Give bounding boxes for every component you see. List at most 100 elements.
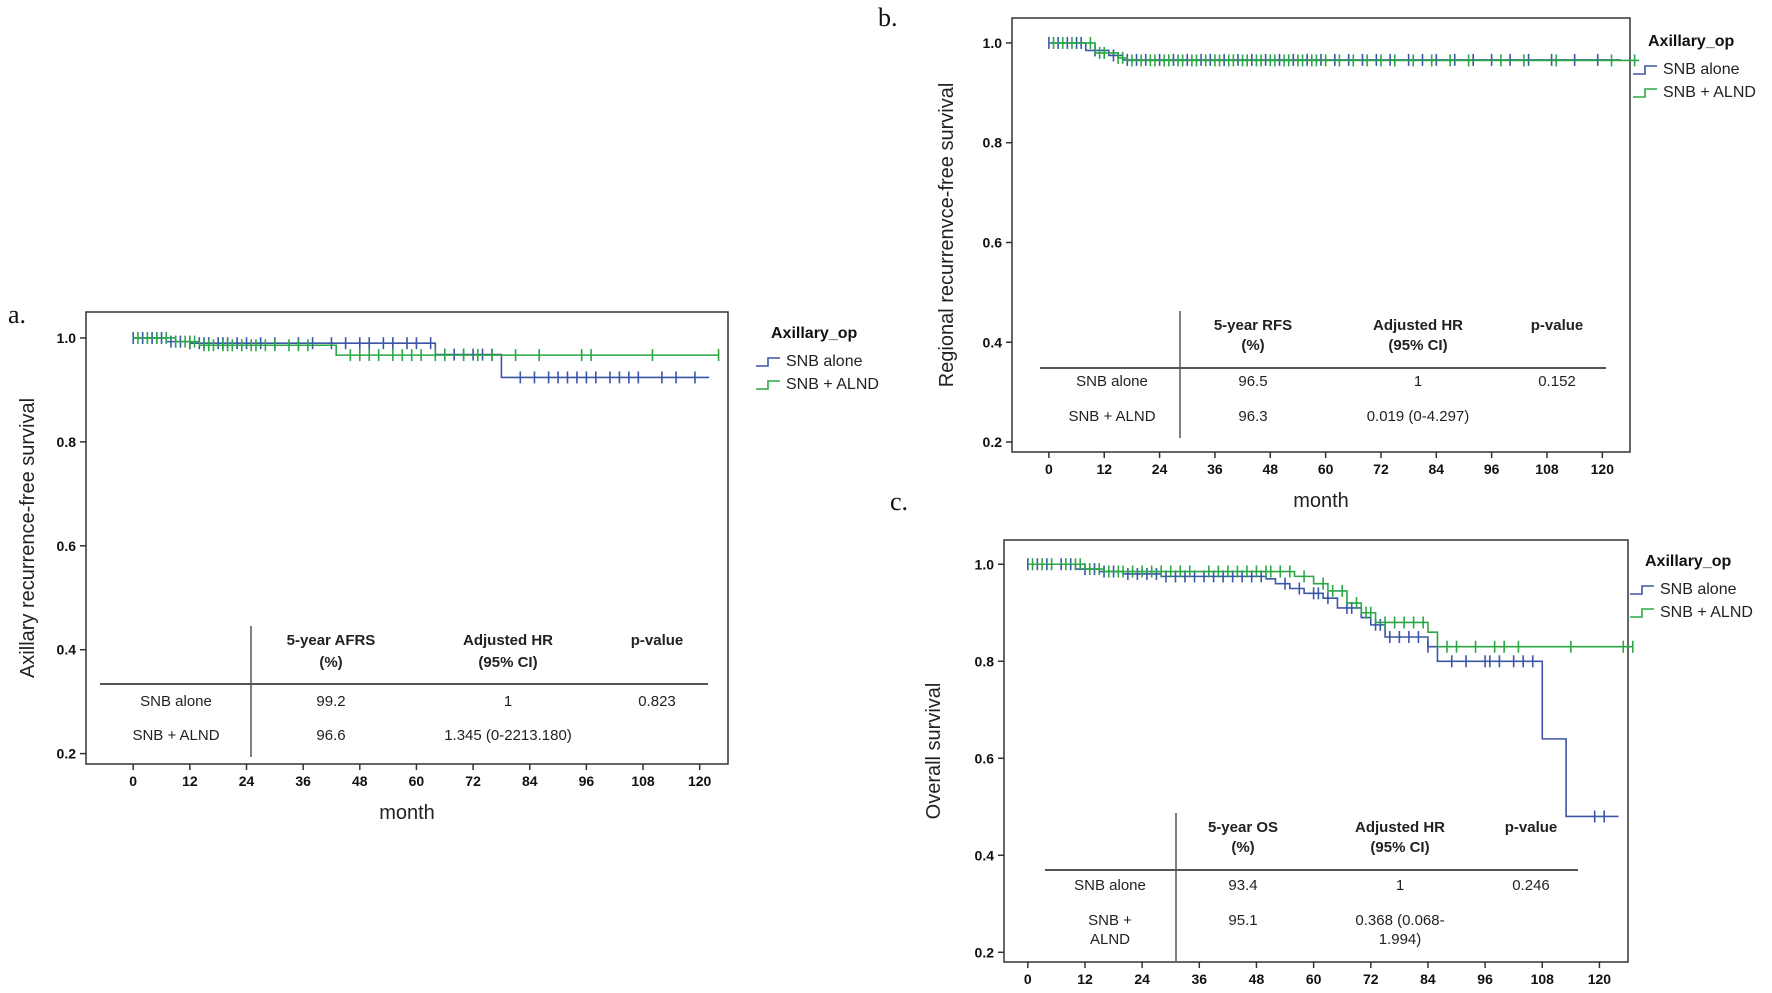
table-row-label: SNB alone: [140, 693, 212, 710]
x-tick-label: 84: [1429, 461, 1445, 477]
x-tick-label: 24: [239, 773, 255, 789]
legend-entry: SNB alone: [786, 353, 863, 370]
x-tick-label: 120: [688, 773, 712, 789]
legend-entry: SNB + ALND: [1660, 604, 1753, 621]
table-header: 5-year OS: [1208, 819, 1278, 836]
x-tick-label: 60: [409, 773, 425, 789]
panel-label: a.: [8, 300, 26, 329]
table-header: 5-year AFRS: [287, 632, 376, 649]
legend-swatch: [1630, 585, 1654, 595]
legend-entry: SNB + ALND: [786, 376, 879, 393]
panel-label: c.: [890, 487, 908, 516]
results-table: 5-year RFS (%) Adjusted HR (95% CI) p-value S…: [1040, 311, 1606, 438]
table-cell: 96.6: [316, 727, 345, 744]
y-tick-label: 0.4: [983, 334, 1003, 350]
y-tick-label: 1.0: [975, 556, 995, 572]
results-table: 5-year AFRS (%) Adjusted HR (95% CI) p-value…: [100, 626, 708, 757]
table-header: (95% CI): [478, 654, 537, 671]
x-tick-label: 120: [1591, 461, 1615, 477]
y-tick-label: 1.0: [983, 35, 1003, 51]
x-tick-label: 96: [1477, 971, 1493, 987]
y-axis-title: Overall survival: [923, 683, 945, 820]
table-header: (95% CI): [1370, 839, 1429, 856]
table-row-label: SNB alone: [1074, 877, 1146, 894]
x-tick-label: 96: [579, 773, 595, 789]
y-tick-label: 0.6: [983, 234, 1003, 250]
x-tick-label: 84: [522, 773, 538, 789]
table-cell: 96.3: [1238, 408, 1267, 425]
x-tick-label: 36: [295, 773, 311, 789]
legend-swatch: [756, 357, 780, 367]
table-header: p-value: [1531, 317, 1584, 334]
panel-b: b. 1.0 0.8 0.6 0.4 0.2 0 12 24 36 48 60 72 84 96 108 120…: [878, 3, 1756, 512]
x-tick-label: 60: [1318, 461, 1334, 477]
legend-swatch: [1633, 88, 1657, 98]
y-tick-label: 0.2: [983, 434, 1003, 450]
panel-a: a. 1.0 0.8 0.6 0.4 0.2 0 12 24 36 48 60 72 84 96 108 120…: [8, 300, 879, 824]
x-tick-label: 48: [1262, 461, 1278, 477]
table-cell: 0.368 (0.068-: [1355, 912, 1444, 929]
y-tick-label: 0.4: [975, 847, 995, 863]
legend-swatch: [1630, 608, 1654, 618]
table-cell: 0.823: [638, 693, 676, 710]
table-cell: 0.152: [1538, 373, 1576, 390]
x-axis-title: month: [1293, 490, 1349, 512]
plot-frame: [1003, 539, 1629, 963]
table-cell: 0.019 (0-4.297): [1367, 408, 1470, 425]
y-tick-label: 0.8: [983, 135, 1003, 151]
plot-frame: [1011, 17, 1631, 453]
x-tick-label: 108: [1531, 971, 1555, 987]
y-tick-label: 0.8: [975, 653, 995, 669]
table-row-label: ALND: [1090, 931, 1130, 948]
table-cell: 95.1: [1228, 912, 1257, 929]
x-tick-label: 96: [1484, 461, 1500, 477]
legend-entry: SNB alone: [1660, 581, 1737, 598]
legend: Axillary_op SNB alone SNB + ALND: [1630, 553, 1753, 621]
y-tick-label: 0.8: [57, 434, 77, 450]
table-cell: 99.2: [316, 693, 345, 710]
table-row-label: SNB + ALND: [1068, 408, 1155, 425]
table-cell: 93.4: [1228, 877, 1257, 894]
table-header: Adjusted HR: [463, 632, 553, 649]
table-row-label: SNB +: [1088, 912, 1132, 929]
x-tick-label: 0: [129, 773, 137, 789]
legend-title: Axillary_op: [1648, 33, 1734, 50]
panel-label: b.: [878, 3, 898, 32]
km-curve-snb-alnd: [1027, 563, 1633, 648]
table-cell: 1: [1414, 373, 1422, 390]
x-tick-label: 12: [1096, 461, 1112, 477]
legend-title: Axillary_op: [771, 325, 857, 342]
table-header: p-value: [1505, 819, 1558, 836]
x-tick-label: 48: [1249, 971, 1265, 987]
table-header: (95% CI): [1388, 337, 1447, 354]
table-header: (%): [1231, 839, 1254, 856]
y-tick-label: 0.6: [975, 750, 995, 766]
legend-entry: SNB alone: [1663, 61, 1740, 78]
table-header: 5-year RFS: [1214, 317, 1292, 334]
table-cell: 1.994): [1379, 931, 1422, 948]
x-tick-label: 24: [1134, 971, 1150, 987]
y-tick-label: 1.0: [57, 330, 77, 346]
x-tick-label: 0: [1045, 461, 1053, 477]
x-tick-label: 84: [1420, 971, 1436, 987]
plot-frame: [85, 311, 729, 765]
table-header: Adjusted HR: [1355, 819, 1445, 836]
legend-title: Axillary_op: [1645, 553, 1731, 570]
table-header: p-value: [631, 632, 684, 649]
table-header: (%): [319, 654, 342, 671]
y-axis-title: Regional recurrenvce-free survival: [936, 83, 958, 388]
x-axis-title: month: [379, 802, 435, 824]
km-curves: [132, 331, 720, 384]
table-header: Adjusted HR: [1373, 317, 1463, 334]
results-table: 5-year OS (%) Adjusted HR (95% CI) p-value SN…: [1045, 813, 1578, 961]
table-row-label: SNB + ALND: [132, 727, 219, 744]
y-tick-label: 0.6: [57, 538, 77, 554]
x-tick-label: 108: [1535, 461, 1559, 477]
x-tick-label: 72: [465, 773, 481, 789]
table-cell: 1: [1396, 877, 1404, 894]
x-tick-label: 72: [1363, 971, 1379, 987]
y-tick-label: 0.2: [975, 944, 995, 960]
x-tick-label: 36: [1192, 971, 1208, 987]
legend-entry: SNB + ALND: [1663, 84, 1756, 101]
